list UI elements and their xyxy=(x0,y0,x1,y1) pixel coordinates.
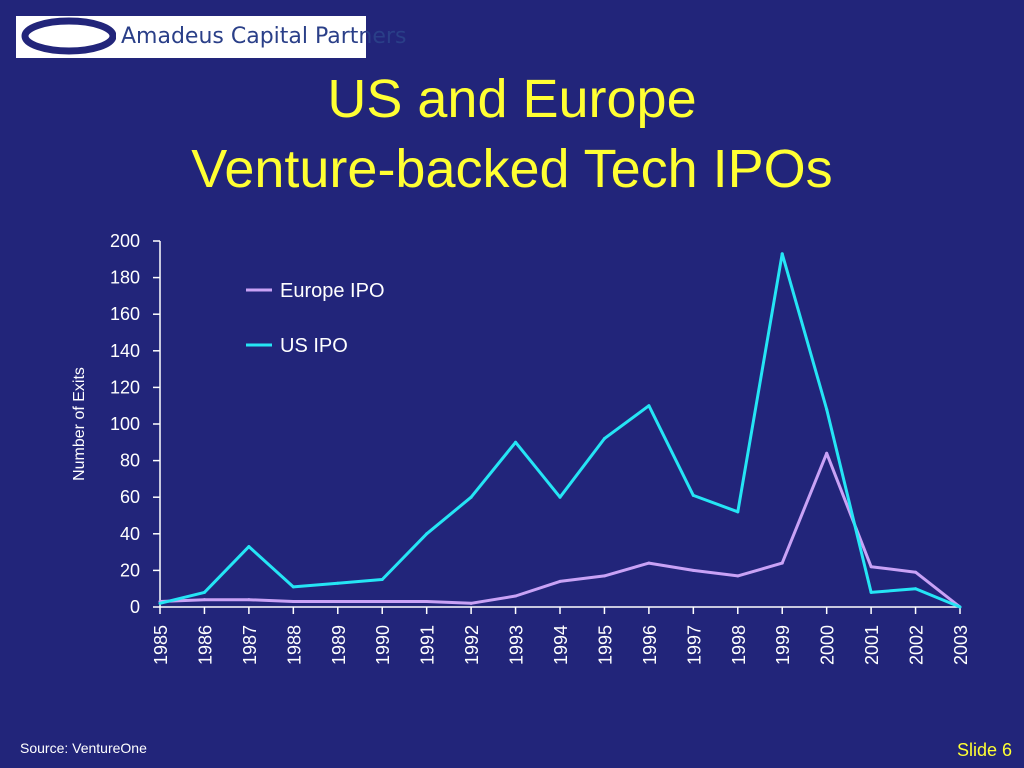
brand-name: Amadeus Capital Partners xyxy=(121,24,407,49)
data-point xyxy=(425,532,429,536)
legend-label: Europe IPO xyxy=(280,280,385,302)
data-point xyxy=(825,451,829,455)
data-point xyxy=(469,601,473,605)
data-point xyxy=(780,252,784,256)
x-tick-label: 1990 xyxy=(373,625,393,665)
x-tick-label: 1987 xyxy=(240,625,260,665)
data-point xyxy=(558,579,562,583)
data-point xyxy=(514,440,518,444)
slide-number: Slide 6 xyxy=(956,740,1012,760)
data-point xyxy=(602,437,606,441)
y-tick-label: 140 xyxy=(110,341,140,361)
data-point xyxy=(514,594,518,598)
y-tick-label: 200 xyxy=(110,231,140,251)
title-line-2: Venture-backed Tech IPOs xyxy=(191,139,833,199)
y-tick-label: 120 xyxy=(110,377,140,397)
series-line-us xyxy=(159,252,961,609)
series-line-europe xyxy=(159,451,961,609)
y-tick-label: 100 xyxy=(110,414,140,434)
data-point xyxy=(469,495,473,499)
x-tick-label: 2001 xyxy=(862,625,882,665)
y-tick-label: 0 xyxy=(130,597,140,617)
data-point xyxy=(736,510,740,514)
data-point xyxy=(202,590,206,594)
x-tick-label: 2000 xyxy=(818,625,838,665)
y-tick-label: 160 xyxy=(110,304,140,324)
data-point xyxy=(647,404,651,408)
data-point xyxy=(602,574,606,578)
data-point xyxy=(202,598,206,602)
brand-logo: Amadeus Capital Partners xyxy=(16,16,406,58)
x-tick-label: 1988 xyxy=(284,625,304,665)
x-tick-label: 2002 xyxy=(907,625,927,665)
data-point xyxy=(691,493,695,497)
data-point xyxy=(647,561,651,565)
data-point xyxy=(380,578,384,582)
data-point xyxy=(380,600,384,604)
x-tick-label: 1985 xyxy=(151,625,171,665)
data-point xyxy=(336,600,340,604)
data-point xyxy=(958,605,962,609)
data-point xyxy=(336,581,340,585)
data-point xyxy=(780,561,784,565)
data-point xyxy=(869,590,873,594)
x-tick-label: 1989 xyxy=(329,625,349,665)
data-point xyxy=(247,598,251,602)
x-tick-label: 1998 xyxy=(729,625,749,665)
data-point xyxy=(869,565,873,569)
y-tick-label: 20 xyxy=(120,560,140,580)
y-tick-label: 40 xyxy=(120,524,140,544)
x-tick-label: 1996 xyxy=(640,625,660,665)
x-tick-label: 1993 xyxy=(507,625,527,665)
data-point xyxy=(825,407,829,411)
x-tick-label: 1986 xyxy=(195,625,215,665)
y-tick-label: 60 xyxy=(120,487,140,507)
data-point xyxy=(291,600,295,604)
x-tick-label: 1997 xyxy=(684,625,704,665)
legend-label: US IPO xyxy=(280,335,348,357)
data-point xyxy=(158,601,162,605)
x-tick-label: 1999 xyxy=(773,625,793,665)
x-tick-label: 1994 xyxy=(551,625,571,665)
y-tick-label: 180 xyxy=(110,268,140,288)
data-point xyxy=(736,574,740,578)
x-tick-label: 2003 xyxy=(951,625,971,665)
y-tick-label: 80 xyxy=(120,451,140,471)
data-point xyxy=(247,545,251,549)
title-line-1: US and Europe xyxy=(327,69,697,129)
x-tick-label: 1992 xyxy=(462,625,482,665)
data-point xyxy=(558,495,562,499)
ring-logo-icon xyxy=(21,17,116,55)
x-tick-label: 1991 xyxy=(418,625,438,665)
data-point xyxy=(425,600,429,604)
y-axis-label: Number of Exits xyxy=(71,367,88,481)
source-note: Source: VentureOne xyxy=(20,740,147,756)
data-point xyxy=(291,585,295,589)
data-point xyxy=(914,587,918,591)
data-point xyxy=(914,570,918,574)
page-title: US and Europe Venture-backed Tech IPOs xyxy=(0,64,1024,204)
x-tick-label: 1995 xyxy=(595,625,615,665)
data-point xyxy=(691,568,695,572)
